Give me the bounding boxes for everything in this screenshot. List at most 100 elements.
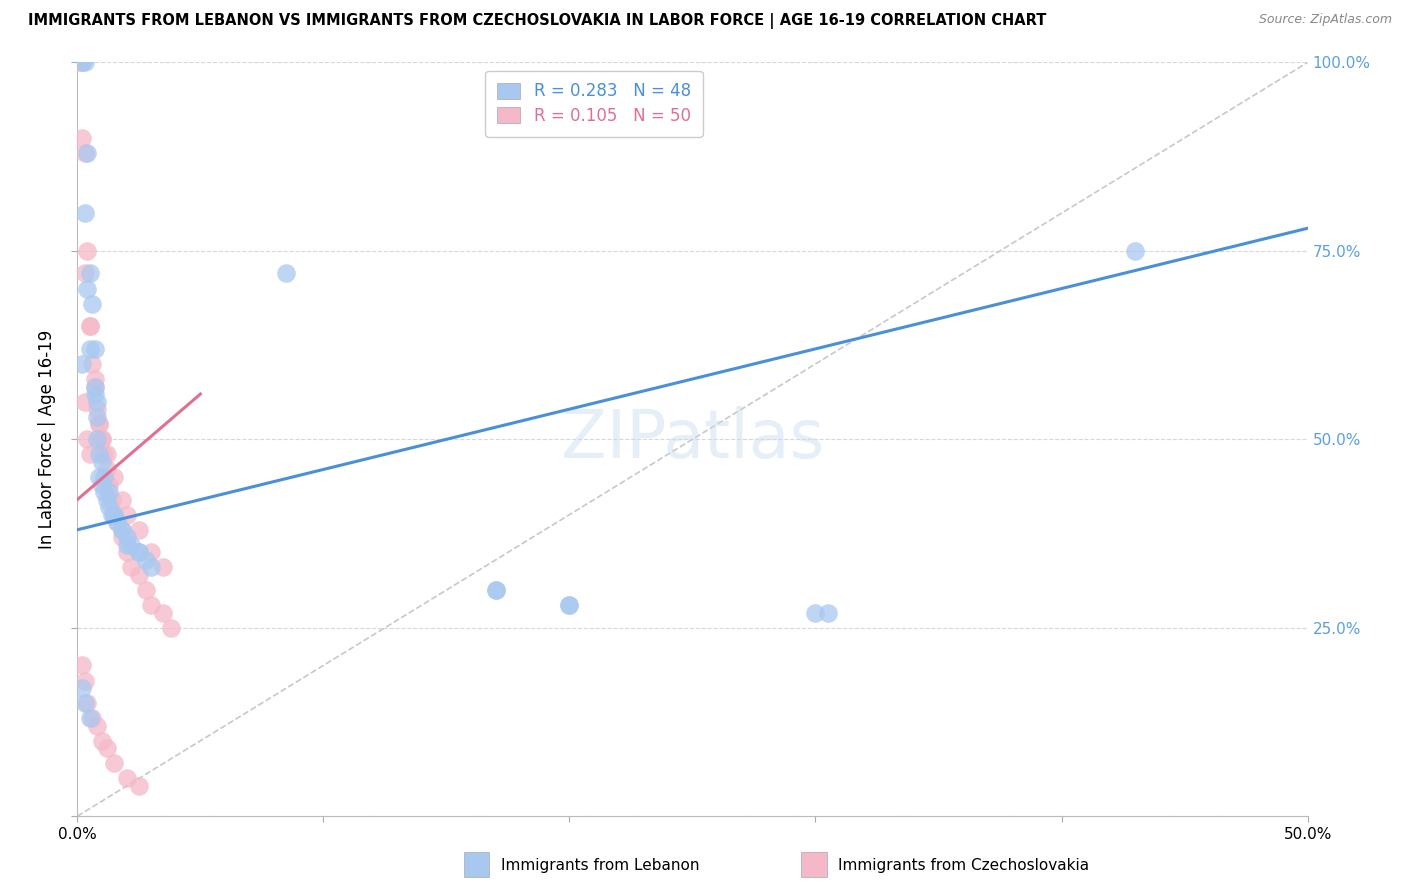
Point bbox=[73, 394, 96, 409]
Point bbox=[121, 538, 143, 552]
Point bbox=[93, 447, 115, 461]
Point bbox=[76, 244, 98, 258]
Point bbox=[73, 267, 96, 281]
Point bbox=[83, 379, 105, 393]
Point bbox=[82, 711, 104, 725]
Point bbox=[83, 372, 105, 386]
Point bbox=[98, 500, 121, 515]
Point bbox=[115, 545, 138, 559]
Point bbox=[76, 282, 98, 296]
Point bbox=[70, 55, 93, 70]
Point bbox=[152, 606, 174, 620]
Point bbox=[96, 741, 118, 756]
Text: Source: ZipAtlas.com: Source: ZipAtlas.com bbox=[1258, 13, 1392, 27]
Point bbox=[115, 508, 138, 522]
Text: IMMIGRANTS FROM LEBANON VS IMMIGRANTS FROM CZECHOSLOVAKIA IN LABOR FORCE | AGE 1: IMMIGRANTS FROM LEBANON VS IMMIGRANTS FR… bbox=[28, 13, 1046, 29]
Point bbox=[96, 492, 118, 507]
Point bbox=[128, 545, 150, 559]
Point bbox=[276, 267, 298, 281]
Point bbox=[76, 433, 98, 447]
Point bbox=[70, 357, 93, 371]
Point bbox=[93, 485, 115, 500]
Point bbox=[115, 772, 138, 786]
Point bbox=[79, 711, 101, 725]
Point bbox=[101, 508, 124, 522]
Point bbox=[90, 455, 114, 469]
Point bbox=[98, 477, 121, 491]
Point bbox=[160, 621, 183, 635]
Text: Immigrants from Lebanon: Immigrants from Lebanon bbox=[501, 858, 699, 872]
Point bbox=[73, 206, 96, 220]
Point bbox=[128, 779, 150, 793]
Point bbox=[141, 560, 163, 574]
Point bbox=[83, 379, 105, 393]
Point bbox=[111, 523, 132, 537]
Point bbox=[86, 409, 108, 424]
Point bbox=[79, 447, 101, 461]
Point bbox=[76, 696, 98, 710]
Point bbox=[79, 342, 101, 356]
Point bbox=[98, 485, 121, 500]
Point bbox=[89, 417, 111, 432]
Point bbox=[485, 583, 508, 598]
Point bbox=[103, 508, 125, 522]
Point bbox=[115, 530, 138, 544]
Point bbox=[76, 145, 98, 160]
Point bbox=[121, 560, 143, 574]
Point bbox=[128, 523, 150, 537]
Point bbox=[103, 470, 125, 484]
Point bbox=[73, 145, 96, 160]
Point bbox=[558, 598, 581, 612]
Point bbox=[70, 55, 93, 70]
Point bbox=[111, 492, 132, 507]
Text: Immigrants from Czechoslovakia: Immigrants from Czechoslovakia bbox=[838, 858, 1090, 872]
Point bbox=[115, 538, 138, 552]
Point bbox=[135, 553, 157, 567]
Point bbox=[101, 492, 124, 507]
Point bbox=[103, 508, 125, 522]
Point bbox=[86, 394, 108, 409]
Point bbox=[89, 470, 111, 484]
Point bbox=[128, 568, 150, 582]
Point bbox=[141, 598, 163, 612]
Point bbox=[96, 462, 118, 476]
Point bbox=[70, 658, 93, 673]
Point bbox=[93, 470, 115, 484]
Point bbox=[111, 523, 132, 537]
Point bbox=[70, 131, 93, 145]
Y-axis label: In Labor Force | Age 16-19: In Labor Force | Age 16-19 bbox=[38, 330, 56, 549]
Point bbox=[558, 598, 581, 612]
Point bbox=[70, 681, 93, 695]
Point bbox=[79, 319, 101, 334]
Point bbox=[128, 545, 150, 559]
Legend: R = 0.283   N = 48, R = 0.105   N = 50: R = 0.283 N = 48, R = 0.105 N = 50 bbox=[485, 70, 703, 136]
Point bbox=[90, 477, 114, 491]
Point bbox=[804, 606, 827, 620]
Point bbox=[103, 508, 125, 522]
Point bbox=[79, 319, 101, 334]
Point bbox=[152, 560, 174, 574]
Point bbox=[485, 583, 508, 598]
Point bbox=[82, 357, 104, 371]
Point bbox=[96, 447, 118, 461]
Point bbox=[90, 433, 114, 447]
Point bbox=[105, 515, 128, 529]
Point bbox=[73, 55, 96, 70]
Point bbox=[73, 673, 96, 688]
Point bbox=[86, 719, 108, 733]
Point bbox=[89, 447, 111, 461]
Point bbox=[89, 417, 111, 432]
Point bbox=[83, 387, 105, 401]
Point bbox=[69, 55, 91, 70]
Point bbox=[141, 545, 163, 559]
Point bbox=[135, 583, 157, 598]
Point bbox=[82, 296, 104, 310]
Point bbox=[111, 530, 132, 544]
Point bbox=[73, 696, 96, 710]
Point bbox=[103, 756, 125, 771]
Point bbox=[86, 402, 108, 417]
Point bbox=[105, 515, 128, 529]
Point bbox=[817, 606, 839, 620]
Point bbox=[86, 433, 108, 447]
Point bbox=[1125, 244, 1147, 258]
